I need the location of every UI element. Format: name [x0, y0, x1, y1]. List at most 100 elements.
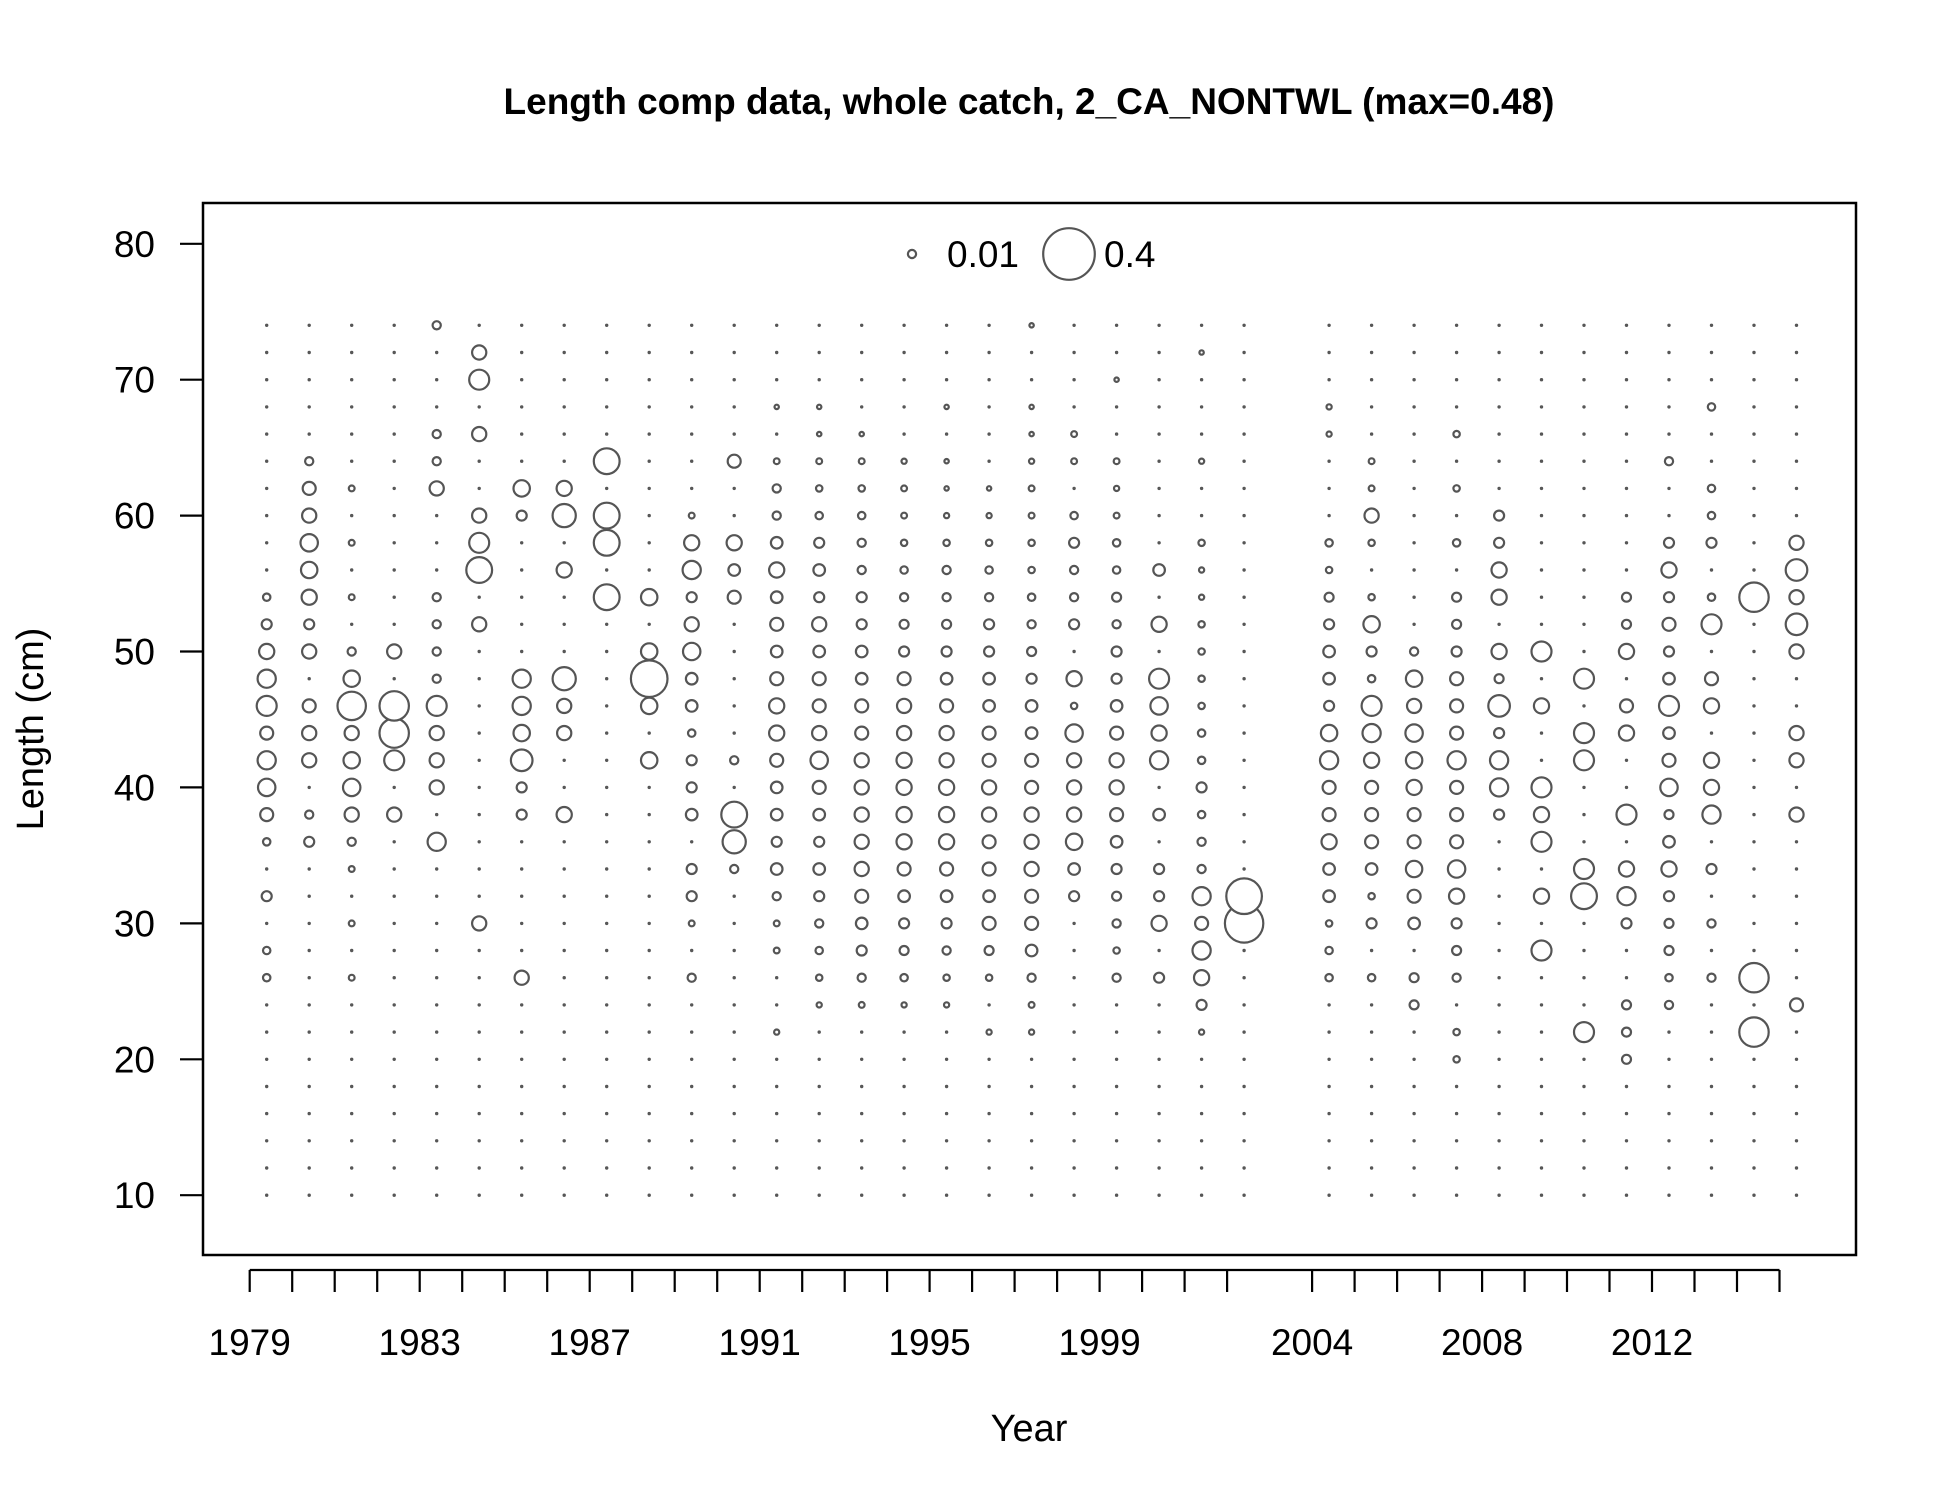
bubble-28-46 — [1487, 694, 1511, 718]
bubble-25-68 — [1369, 405, 1374, 409]
bubble-33-42 — [1702, 751, 1721, 770]
bubble-14-42 — [853, 752, 870, 769]
bubble-6-12 — [519, 1166, 524, 1170]
bubble-16-58 — [942, 538, 951, 548]
bubble-10-28 — [689, 948, 694, 953]
bubble-4-36 — [426, 831, 447, 853]
bubble-12-18 — [774, 1084, 779, 1089]
legend-marker-small — [906, 248, 918, 260]
bubble-4-14 — [435, 1139, 439, 1143]
bubble-1-40 — [307, 785, 311, 790]
bubble-20-28 — [1112, 946, 1121, 955]
bubble-10-30 — [687, 919, 696, 928]
bubble-10-66 — [689, 432, 694, 436]
bubble-15-10 — [902, 1193, 906, 1197]
x-tick-label-2012: 2012 — [1611, 1322, 1693, 1363]
x-tick-label-1995: 1995 — [888, 1322, 970, 1363]
bubble-18-70 — [1029, 378, 1034, 382]
bubble-19-12 — [1072, 1166, 1076, 1170]
bubble-13-36 — [813, 835, 826, 848]
bubble-35-62 — [1794, 486, 1799, 491]
bubble-4-50 — [431, 646, 442, 657]
bubble-24-36 — [1320, 833, 1338, 851]
bubble-23-60 — [1242, 513, 1246, 518]
bubble-4-68 — [435, 405, 439, 409]
bubble-16-38 — [937, 805, 956, 824]
bubble-11-40 — [732, 785, 736, 790]
bubble-12-24 — [774, 1003, 779, 1007]
bubble-24-66 — [1325, 430, 1333, 438]
bubble-2-62 — [347, 484, 356, 493]
bubble-10-34 — [685, 862, 698, 876]
bubble-16-70 — [944, 378, 949, 382]
bubble-10-32 — [685, 890, 698, 903]
bubble-18-54 — [1026, 592, 1037, 603]
bubble-20-66 — [1114, 432, 1119, 436]
bubble-35-26 — [1794, 975, 1799, 980]
bubble-30-64 — [1582, 459, 1586, 463]
bubble-31-58 — [1624, 541, 1629, 545]
bubble-16-74 — [944, 323, 949, 327]
bubble-32-66 — [1667, 432, 1671, 436]
bubble-21-14 — [1157, 1139, 1161, 1143]
bubble-9-24 — [647, 1003, 651, 1007]
bubble-3-10 — [392, 1193, 396, 1197]
bubble-15-74 — [902, 323, 906, 327]
bubble-33-66 — [1709, 432, 1714, 436]
bubble-3-36 — [392, 840, 396, 844]
bubble-7-20 — [562, 1057, 566, 1062]
bubble-29-16 — [1539, 1111, 1544, 1116]
bubble-31-46 — [1618, 698, 1635, 714]
bubble-21-50 — [1157, 649, 1161, 654]
bubble-1-10 — [307, 1193, 311, 1197]
bubble-7-12 — [562, 1166, 566, 1170]
bubble-9-16 — [647, 1111, 651, 1116]
bubble-31-60 — [1624, 513, 1629, 518]
bubble-20-74 — [1114, 323, 1119, 327]
bubble-10-44 — [686, 728, 697, 738]
bubble-27-58 — [1451, 537, 1462, 548]
bubble-3-52 — [392, 622, 396, 626]
bubble-28-52 — [1497, 622, 1501, 626]
bubble-10-26 — [686, 972, 697, 983]
bubble-2-36 — [346, 836, 357, 848]
bubble-2-68 — [350, 405, 354, 409]
bubble-0-64 — [265, 459, 269, 463]
bubble-32-36 — [1662, 834, 1676, 849]
bubble-13-66 — [815, 430, 823, 438]
bubble-12-44 — [768, 724, 786, 742]
bubble-34-66 — [1752, 432, 1756, 436]
bubble-28-18 — [1497, 1084, 1501, 1089]
bubble-30-58 — [1582, 541, 1586, 545]
bubble-23-64 — [1242, 459, 1246, 463]
bubble-6-46 — [511, 695, 532, 717]
bubble-5-48 — [477, 676, 481, 681]
bubble-9-10 — [647, 1193, 651, 1197]
bubble-27-16 — [1454, 1111, 1459, 1116]
bubble-2-34 — [347, 864, 356, 873]
bubble-31-50 — [1617, 642, 1636, 661]
bubble-28-60 — [1492, 509, 1506, 522]
bubble-33-24 — [1709, 1003, 1714, 1007]
bubble-33-30 — [1706, 918, 1717, 929]
bubble-23-46 — [1242, 704, 1246, 708]
bubble-9-30 — [647, 921, 651, 926]
bubble-10-68 — [689, 405, 694, 409]
bubble-27-20 — [1452, 1055, 1461, 1064]
bubble-31-18 — [1624, 1084, 1629, 1089]
bubble-17-30 — [981, 915, 997, 932]
bubble-3-28 — [392, 948, 396, 953]
bubble-9-36 — [647, 840, 651, 844]
bubble-11-62 — [732, 486, 736, 491]
bubble-30-56 — [1582, 568, 1586, 572]
bubble-33-58 — [1705, 536, 1718, 549]
bubble-19-62 — [1072, 486, 1076, 491]
bubble-0-52 — [260, 618, 273, 631]
chart-title: Length comp data, whole catch, 2_CA_NONT… — [504, 81, 1555, 122]
bubble-17-32 — [982, 889, 996, 904]
bubble-35-20 — [1794, 1057, 1799, 1062]
bubble-1-36 — [303, 835, 316, 848]
bubble-30-10 — [1582, 1193, 1586, 1197]
bubble-21-42 — [1148, 750, 1170, 771]
bubble-11-50 — [732, 649, 736, 654]
